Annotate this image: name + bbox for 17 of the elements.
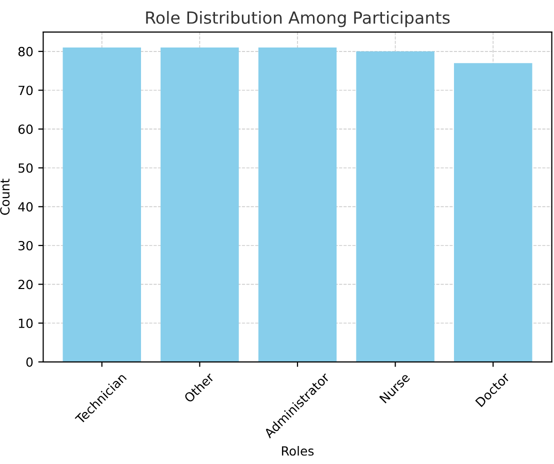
bar <box>356 51 434 362</box>
x-axis-title: Roles <box>282 446 314 456</box>
bar <box>454 63 532 362</box>
y-tick-label: 10 <box>18 318 33 328</box>
y-axis-title: Count <box>0 178 10 215</box>
y-tick-label: 70 <box>18 86 33 96</box>
y-tick-label: 80 <box>18 46 33 56</box>
y-tick-label: 60 <box>18 124 33 134</box>
bar <box>160 48 239 362</box>
y-tick-label: 30 <box>18 240 33 250</box>
y-tick-label: 0 <box>26 357 33 367</box>
chart-title: Role Distribution Among Participants <box>146 11 450 28</box>
y-tick-label: 50 <box>18 163 33 173</box>
bar <box>62 48 142 362</box>
y-tick-label: 20 <box>18 280 33 290</box>
bar <box>258 48 337 362</box>
y-tick-label: 40 <box>18 202 33 212</box>
